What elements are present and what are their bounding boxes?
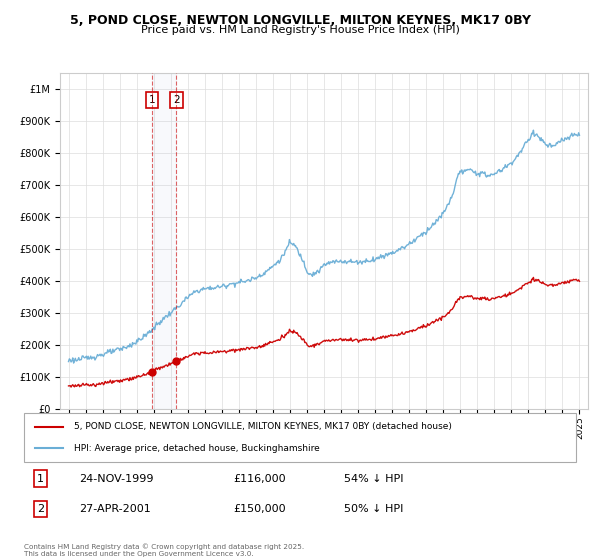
Text: Price paid vs. HM Land Registry's House Price Index (HPI): Price paid vs. HM Land Registry's House … [140,25,460,35]
Text: 2: 2 [37,504,44,514]
Text: 5, POND CLOSE, NEWTON LONGVILLE, MILTON KEYNES, MK17 0BY: 5, POND CLOSE, NEWTON LONGVILLE, MILTON … [70,14,530,27]
Text: 1: 1 [37,474,44,484]
Text: 50% ↓ HPI: 50% ↓ HPI [344,504,404,514]
Text: 1: 1 [149,95,155,105]
Text: 2: 2 [173,95,179,105]
Text: 54% ↓ HPI: 54% ↓ HPI [344,474,404,484]
Text: £150,000: £150,000 [234,504,286,514]
Text: 24-NOV-1999: 24-NOV-1999 [79,474,154,484]
Text: 5, POND CLOSE, NEWTON LONGVILLE, MILTON KEYNES, MK17 0BY (detached house): 5, POND CLOSE, NEWTON LONGVILLE, MILTON … [74,422,452,431]
Text: Contains HM Land Registry data © Crown copyright and database right 2025.
This d: Contains HM Land Registry data © Crown c… [24,544,304,557]
Text: £116,000: £116,000 [234,474,286,484]
Text: 27-APR-2001: 27-APR-2001 [79,504,151,514]
Bar [152,73,176,409]
Text: HPI: Average price, detached house, Buckinghamshire: HPI: Average price, detached house, Buck… [74,444,319,452]
